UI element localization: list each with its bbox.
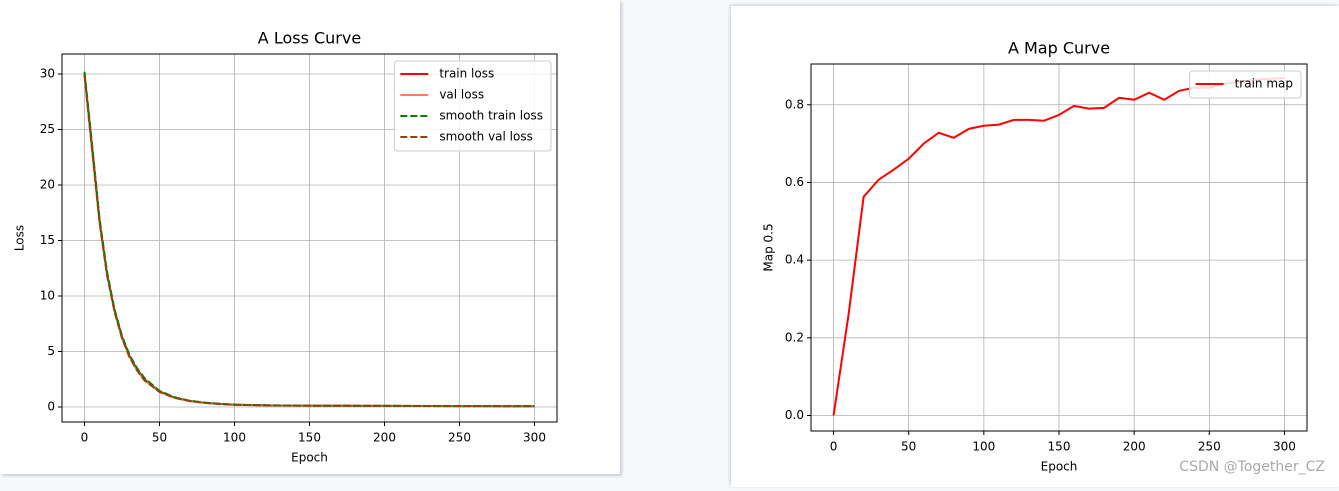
- x-tick-label: 50: [901, 440, 916, 454]
- x-axis-label: Epoch: [291, 451, 328, 465]
- x-axis-label: Epoch: [1041, 460, 1078, 474]
- y-tick-label: 10: [40, 289, 55, 303]
- line-series: [83, 74, 535, 408]
- legend-label: val loss: [439, 88, 484, 102]
- panel: 0 50 100 150 200 250 300 0 5 10 15 20 25 30 A Loss Cur…: [0, 0, 620, 474]
- x-tick-label: 100: [972, 440, 995, 454]
- y-tick-label: 0.8: [785, 97, 804, 111]
- y-tick-label: 0.6: [785, 175, 804, 189]
- axes-frame: [61, 53, 558, 423]
- y-axis-label: Loss: [13, 225, 27, 251]
- x-tick-label: 200: [1123, 440, 1146, 454]
- y-tick-label: 0.0: [785, 408, 804, 422]
- legend-label: train loss: [439, 67, 494, 81]
- y-tick-label: 20: [40, 177, 55, 191]
- chart: 0 50 100 150 200 250 300 0 5 10 15 20 25 30 A Loss Cur…: [13, 29, 558, 465]
- legend-label: smooth val loss: [439, 130, 533, 144]
- x-tick-label: 200: [373, 431, 396, 445]
- legend-label: smooth train loss: [439, 109, 543, 123]
- legend: train map: [1189, 70, 1302, 99]
- y-tick-label: 0.2: [785, 330, 804, 344]
- watermark: CSDN @Together_CZ: [1179, 459, 1325, 475]
- y-tick-label: 0: [47, 400, 55, 414]
- chart: 0 50 100 150 200 250 300 0.0 0.2 0.4 0.6 0.8 A Map C…: [762, 39, 1308, 474]
- x-tick-label: 300: [1273, 440, 1296, 454]
- x-tick-label: 100: [223, 431, 246, 445]
- x-tick-label: 300: [523, 431, 546, 445]
- y-axis-label: Map 0.5: [762, 223, 776, 271]
- x-tick-label: 50: [152, 431, 167, 445]
- y-tick-label: 25: [40, 122, 55, 136]
- chart-title: A Loss Curve: [258, 29, 361, 48]
- x-tick-label: 150: [1048, 440, 1071, 454]
- x-tick-label: 0: [81, 431, 89, 445]
- y-tick-label: 30: [40, 66, 55, 80]
- legend-label: train map: [1235, 77, 1293, 91]
- axes-frame: [810, 63, 1308, 432]
- x-tick-label: 150: [298, 431, 321, 445]
- legend-box: [1189, 70, 1302, 99]
- y-tick-label: 5: [47, 344, 55, 358]
- chart-title: A Map Curve: [1008, 39, 1110, 58]
- x-tick-label: 0: [830, 440, 838, 454]
- legend-box: [393, 60, 552, 152]
- x-tick-label: 250: [1198, 440, 1221, 454]
- panel: 0 50 100 150 200 250 300 0.0 0.2 0.4 0.6 0.8 A Map C…: [731, 6, 1339, 487]
- legend: train loss val loss smooth train loss smoot…: [393, 60, 552, 152]
- y-tick-label: 15: [40, 233, 55, 247]
- x-tick-label: 250: [448, 431, 471, 445]
- y-tick-label: 0.4: [785, 253, 804, 267]
